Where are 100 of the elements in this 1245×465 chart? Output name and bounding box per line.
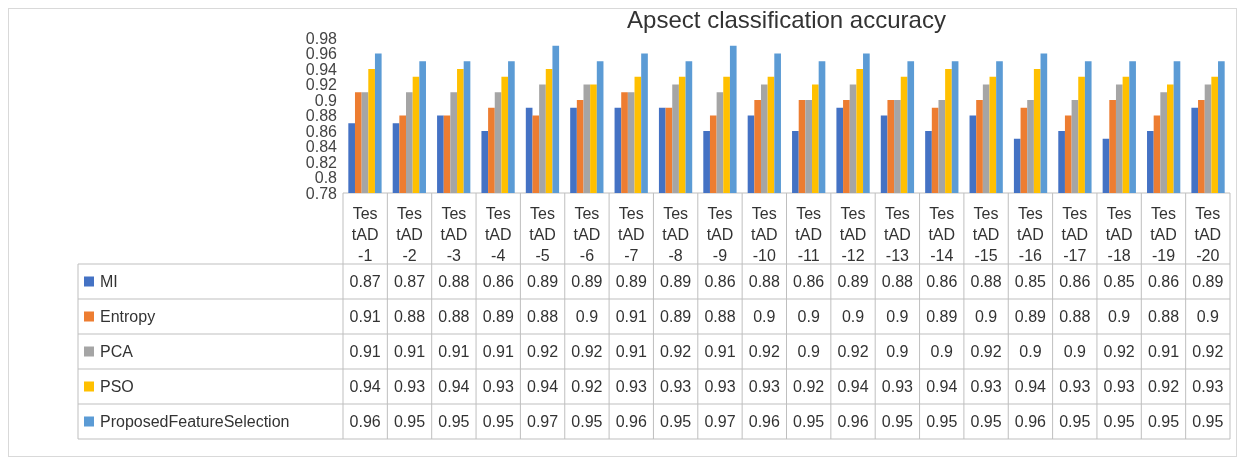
y-tick-label: 0.78 (305, 184, 338, 202)
y-tick-label: 0.8 (314, 169, 338, 187)
data-label: 0.9 (841, 308, 865, 326)
data-label: 0.88 (1147, 308, 1180, 326)
x-tick-label: TestAD-7 (617, 205, 645, 264)
y-tick-label: 0.92 (305, 76, 338, 94)
data-label: 0.97 (704, 413, 736, 431)
data-label: 0.86 (1059, 273, 1091, 291)
data-label: 0.9 (575, 308, 599, 326)
legend-label: MI (100, 273, 118, 291)
data-label: 0.92 (571, 378, 603, 396)
data-label: 0.9 (1063, 343, 1086, 361)
data-label: 0.89 (926, 308, 958, 326)
data-label: 0.89 (527, 273, 559, 291)
data-label: 0.9 (1019, 343, 1042, 361)
data-label: 0.95 (1192, 413, 1224, 431)
data-label: 0.96 (615, 413, 647, 431)
data-label: 0.91 (349, 343, 381, 361)
data-label: 0.95 (970, 413, 1002, 431)
data-label: 0.88 (881, 273, 914, 291)
data-label: 0.88 (527, 308, 559, 326)
data-label: 0.95 (1059, 413, 1091, 431)
data-label: 0.88 (393, 308, 426, 326)
data-label: 0.93 (660, 378, 692, 396)
y-tick-label: 0.88 (305, 107, 338, 125)
data-label: 0.86 (482, 273, 514, 291)
data-label: 0.92 (970, 343, 1002, 361)
data-label: 0.92 (527, 343, 559, 361)
data-label: 0.94 (438, 378, 470, 396)
data-label: 0.88 (970, 273, 1002, 291)
x-tick-label: TestAD-20 (1194, 205, 1222, 264)
x-tick-label: TestAD-14 (928, 205, 956, 264)
data-label: 0.86 (926, 273, 958, 291)
data-label: 0.92 (793, 378, 825, 396)
x-tick-label: TestAD-8 (662, 205, 689, 264)
data-label: 0.93 (393, 378, 426, 396)
data-label: 0.93 (1103, 378, 1135, 396)
data-label: 0.89 (571, 273, 603, 291)
data-label: 0.9 (1108, 308, 1131, 326)
data-label: 0.88 (438, 273, 470, 291)
data-label: 0.94 (926, 378, 958, 396)
data-label: 0.93 (1192, 378, 1224, 396)
y-tick-label: 0.96 (305, 45, 338, 63)
data-label: 0.95 (482, 413, 514, 431)
data-label: 0.92 (660, 343, 692, 361)
x-tick-label: TestAD-5 (529, 205, 556, 264)
x-tick-label: TestAD-17 (1061, 205, 1089, 264)
x-tick-label: TestAD-16 (1017, 205, 1044, 264)
data-label: 0.93 (970, 378, 1002, 396)
x-tick-label: TestAD-18 (1105, 205, 1133, 264)
legend-label: PCA (100, 343, 134, 361)
data-label: 0.89 (482, 308, 514, 326)
legend-label: Entropy (100, 308, 156, 326)
x-tick-label: TestAD-1 (351, 205, 379, 264)
data-label: 0.9 (886, 308, 909, 326)
data-label: 0.89 (837, 273, 869, 291)
data-label: 0.92 (748, 343, 780, 361)
data-label: 0.9 (1196, 308, 1220, 326)
data-label: 0.9 (886, 343, 909, 361)
data-label: 0.88 (1059, 308, 1091, 326)
x-tick-label: TestAD-2 (396, 205, 423, 264)
data-label: 0.89 (660, 308, 692, 326)
data-label: 0.95 (1147, 413, 1180, 431)
data-label: 0.94 (349, 378, 381, 396)
data-label: 0.95 (660, 413, 692, 431)
data-label: 0.9 (753, 308, 776, 326)
legend-label: PSO (100, 378, 134, 396)
data-label: 0.88 (704, 308, 736, 326)
data-label: 0.9 (797, 308, 820, 326)
data-label: 0.91 (1147, 343, 1180, 361)
data-label: 0.91 (393, 343, 426, 361)
x-tick-label: TestAD-6 (573, 205, 601, 264)
data-label: 0.94 (837, 378, 869, 396)
data-label: 0.95 (393, 413, 426, 431)
data-label: 0.93 (748, 378, 780, 396)
data-label: 0.91 (615, 343, 647, 361)
data-label: 0.91 (438, 343, 470, 361)
data-label: 0.92 (1147, 378, 1180, 396)
data-label: 0.93 (881, 378, 914, 396)
data-label: 0.92 (837, 343, 869, 361)
data-label: 0.91 (615, 308, 647, 326)
data-label: 0.94 (1014, 378, 1047, 396)
data-label: 0.93 (482, 378, 514, 396)
chart-title: Apsect classification accuracy (627, 6, 946, 33)
data-label: 0.89 (660, 273, 692, 291)
data-label: 0.86 (1147, 273, 1180, 291)
data-label: 0.88 (438, 308, 470, 326)
data-label: 0.9 (797, 343, 820, 361)
x-tick-label: TestAD-10 (750, 205, 778, 264)
data-label: 0.95 (1103, 413, 1135, 431)
data-label: 0.9 (930, 343, 953, 361)
data-label: 0.91 (704, 343, 736, 361)
data-label: 0.96 (349, 413, 381, 431)
data-label: 0.91 (482, 343, 514, 361)
data-label: 0.92 (1192, 343, 1224, 361)
data-label: 0.85 (1103, 273, 1135, 291)
x-tick-label: TestAD-3 (440, 205, 468, 264)
data-label: 0.87 (349, 273, 381, 291)
x-tick-label: TestAD-9 (706, 205, 734, 264)
data-label: 0.89 (615, 273, 647, 291)
